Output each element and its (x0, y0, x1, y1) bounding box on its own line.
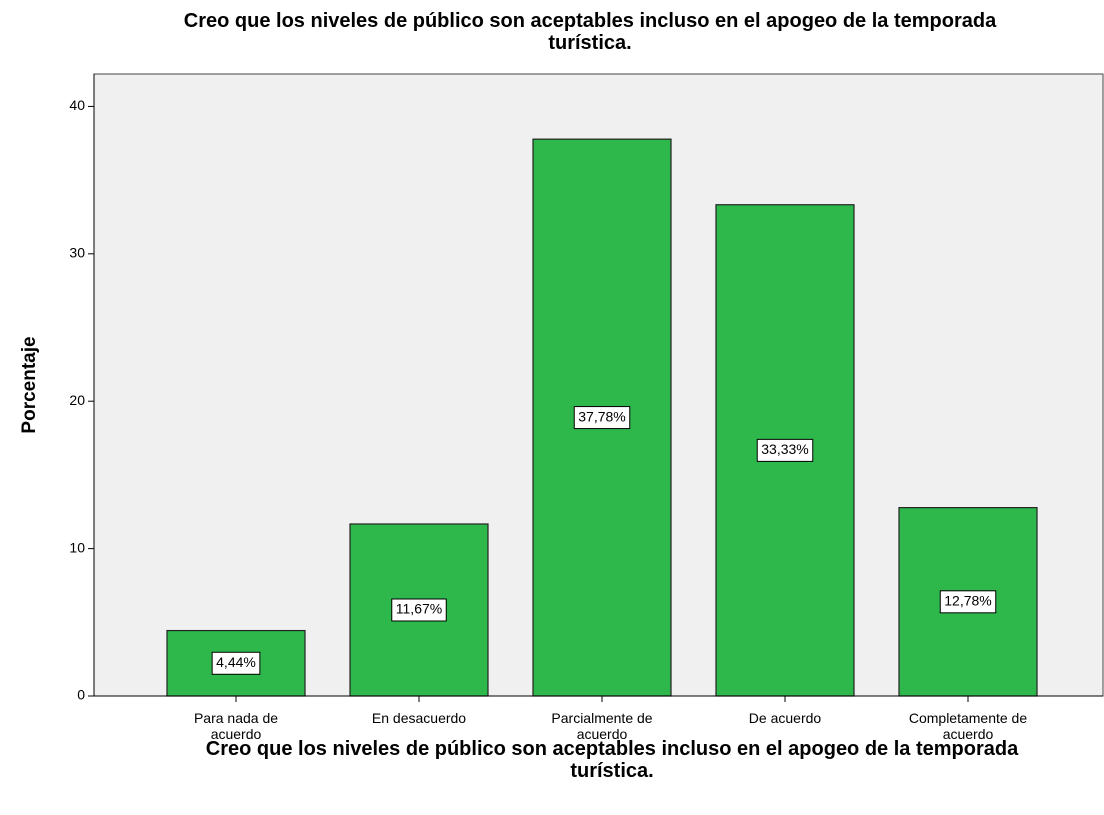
value-label: 12,78% (944, 593, 991, 609)
y-tick-label: 0 (77, 687, 85, 703)
value-label: 11,67% (396, 601, 442, 617)
value-label-box (391, 598, 447, 622)
value-label: 37,78% (578, 408, 625, 424)
y-axis-title: Porcentaje (19, 336, 40, 433)
y-tick-label: 20 (69, 392, 85, 408)
value-label-box (211, 651, 261, 675)
y-tick-label: 40 (69, 97, 85, 113)
value-label: 33,33% (761, 441, 808, 457)
value-label: 4,44% (216, 654, 256, 670)
x-tick-label: Para nada de acuerdo (193, 710, 279, 742)
value-label-box (756, 438, 814, 462)
x-tick-label: Completamente de acuerdo (908, 710, 1028, 742)
value-label-box (573, 406, 631, 430)
x-tick-label: Parcialmente de acuerdo (551, 710, 653, 742)
y-tick-label: 10 (69, 539, 85, 555)
x-axis-title: Creo que los niveles de público son acep… (205, 738, 1019, 782)
value-label-box (939, 590, 997, 614)
y-tick-label: 30 (69, 245, 85, 261)
x-tick-label: De acuerdo (748, 710, 822, 726)
chart-title: Creo que los niveles de público son acep… (183, 10, 997, 54)
x-tick-label: En desacuerdo (371, 710, 467, 726)
